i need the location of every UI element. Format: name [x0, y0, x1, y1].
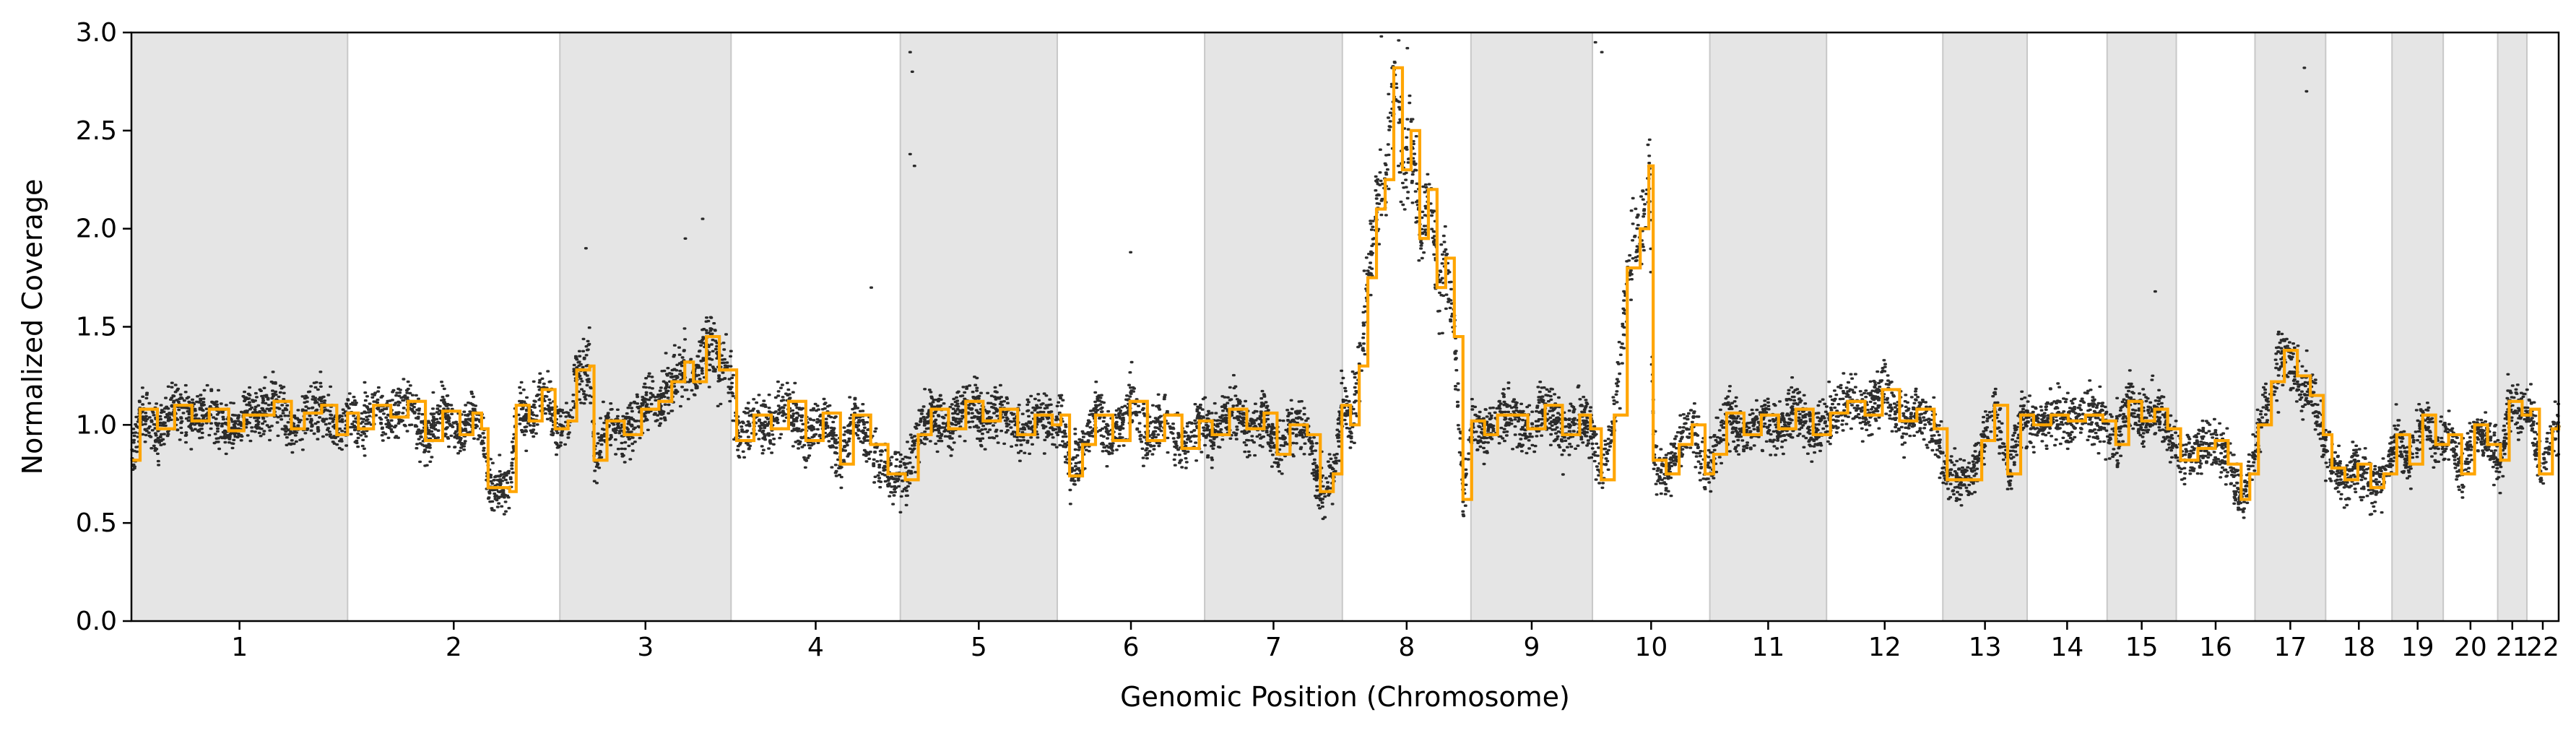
x-tick-label: 21 — [2496, 633, 2529, 662]
chromosome-band-5 — [899, 32, 1058, 622]
chromosome-band-1 — [131, 32, 349, 622]
x-tick-label: 1 — [231, 633, 248, 662]
coverage-points — [130, 35, 2561, 521]
x-tick-label: 11 — [1752, 633, 1785, 662]
y-tick-label: 3.0 — [76, 18, 117, 48]
y-tick-label: 1.5 — [76, 313, 117, 342]
chromosome-band-9 — [1470, 32, 1594, 622]
x-tick-label: 13 — [1969, 633, 2002, 662]
y-tick-label: 2.5 — [76, 116, 117, 146]
x-tick-label: 7 — [1265, 633, 1282, 662]
y-tick-label: 1.0 — [76, 410, 117, 440]
x-axis-label: Genomic Position (Chromosome) — [1120, 681, 1570, 713]
x-tick-label: 4 — [807, 633, 824, 662]
chromosome-band-19 — [2391, 32, 2445, 622]
x-tick-label: 14 — [2050, 633, 2083, 662]
chromosome-band-7 — [1204, 32, 1343, 622]
y-tick-label: 0.5 — [76, 508, 117, 538]
chromosome-band-3 — [559, 32, 732, 622]
coverage-point-cloud — [130, 35, 2561, 521]
x-tick-label: 22 — [2526, 633, 2559, 662]
x-tick-label: 6 — [1123, 633, 1140, 662]
x-tick-label: 18 — [2342, 633, 2375, 662]
segment-step-line — [131, 66, 2561, 501]
x-tick-label: 12 — [1868, 633, 1901, 662]
y-tick-label: 0.0 — [76, 607, 117, 636]
x-tick-label: 17 — [2273, 633, 2307, 662]
chromosome-band-17 — [2254, 32, 2327, 622]
x-tick-label: 8 — [1398, 633, 1415, 662]
x-tick-label: 2 — [446, 633, 462, 662]
plot-frame — [130, 31, 2560, 623]
x-tick-label: 20 — [2454, 633, 2487, 662]
x-tick-label: 10 — [1634, 633, 1668, 662]
y-axis: 0.0 0.5 1.0 1.5 2.0 2.5 3.0 — [76, 18, 131, 636]
chromosome-band-11 — [1709, 32, 1828, 622]
x-tick-label: 9 — [1524, 633, 1540, 662]
segment-line — [131, 66, 2561, 501]
x-tick-label: 5 — [971, 633, 987, 662]
chromosome-band-13 — [1942, 32, 2028, 622]
chromosome-band-21 — [2497, 32, 2528, 622]
y-axis-label: Normalized Coverage — [17, 179, 48, 475]
x-tick-label: 16 — [2199, 633, 2232, 662]
chromosome-bands — [131, 32, 2528, 622]
x-tick-label: 3 — [637, 633, 654, 662]
y-tick-label: 2.0 — [76, 214, 117, 244]
x-tick-label: 15 — [2125, 633, 2159, 662]
x-tick-label: 19 — [2401, 633, 2434, 662]
chromosome-band-15 — [2106, 32, 2177, 622]
